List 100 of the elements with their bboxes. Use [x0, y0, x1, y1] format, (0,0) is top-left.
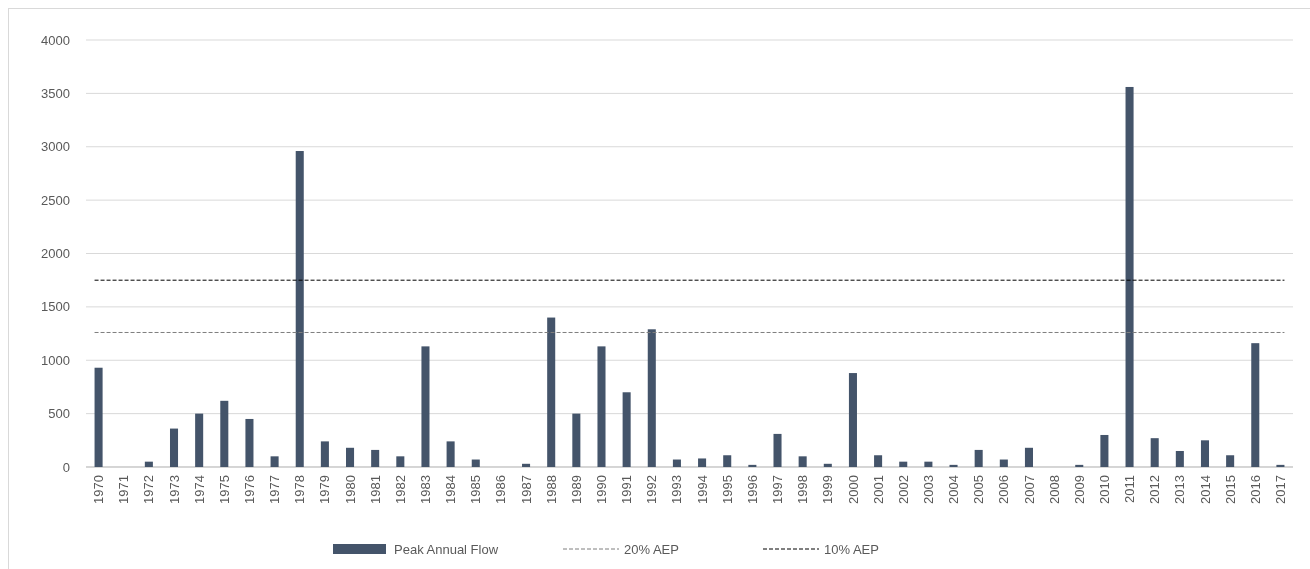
bar	[874, 455, 883, 467]
bar	[798, 456, 807, 467]
bar	[1075, 464, 1084, 467]
bar	[421, 346, 430, 467]
bar	[346, 447, 355, 467]
x-tick-label: 1992	[644, 475, 660, 504]
bar	[848, 373, 857, 467]
x-tick-label: 1991	[619, 475, 635, 504]
y-tick-label: 3000	[41, 139, 70, 155]
bar	[1024, 447, 1033, 467]
y-tick-label: 500	[48, 406, 70, 422]
x-tick-label: 2011	[1122, 475, 1138, 503]
x-tick-label: 2016	[1247, 475, 1263, 504]
bar	[723, 455, 732, 467]
x-tick-label: 1997	[770, 475, 786, 504]
y-tick-label: 0	[62, 459, 70, 475]
bar	[270, 456, 279, 467]
x-tick-label: 1970	[91, 475, 107, 504]
bar	[295, 151, 304, 467]
x-tick-label: 2004	[946, 475, 962, 504]
x-tick-label: 1977	[267, 475, 283, 504]
bar	[94, 367, 103, 467]
y-tick-label: 2500	[41, 192, 70, 208]
bar	[999, 459, 1008, 467]
bar	[195, 413, 204, 467]
x-tick-label: 1996	[744, 475, 760, 504]
bar	[320, 441, 329, 467]
x-tick-label: 2001	[870, 475, 886, 504]
bar	[371, 449, 380, 467]
bar	[748, 464, 757, 467]
x-tick-label: 2000	[845, 475, 861, 504]
x-tick-label: 2015	[1222, 475, 1238, 504]
y-tick-label: 1000	[41, 352, 70, 368]
bar	[169, 428, 179, 467]
x-tick-label: 2003	[920, 475, 936, 504]
bar	[572, 413, 581, 467]
bar	[1276, 464, 1285, 467]
x-tick-label: 1986	[493, 475, 509, 504]
bar	[471, 459, 480, 467]
x-tick-label: 2014	[1197, 475, 1213, 504]
x-tick-label: 2017	[1272, 475, 1288, 504]
x-tick-label: 1999	[820, 475, 836, 504]
x-tick-label: 1985	[468, 475, 484, 504]
x-tick-label: 1976	[242, 475, 257, 504]
bar	[1100, 434, 1109, 467]
y-tick-label: 2000	[41, 246, 70, 262]
bar	[949, 464, 958, 467]
x-tick-label: 2006	[996, 475, 1012, 504]
bar	[1125, 86, 1134, 467]
x-tick-label: 1994	[694, 475, 710, 504]
x-tick-label: 1987	[518, 475, 534, 504]
x-tick-label: 1974	[191, 475, 207, 504]
legend-label: 20% AEP	[624, 541, 679, 557]
bar	[1200, 440, 1210, 467]
y-tick-label: 1500	[41, 299, 70, 315]
x-tick-label: 2010	[1096, 475, 1112, 504]
bar	[1251, 343, 1260, 467]
x-tick-label: 1983	[418, 475, 434, 504]
bar	[622, 392, 631, 467]
bar	[396, 456, 405, 467]
bar	[597, 346, 606, 467]
y-tick-label: 3500	[41, 85, 70, 101]
bar	[144, 461, 153, 467]
x-tick-label: 2009	[1071, 475, 1087, 504]
bar	[446, 441, 455, 467]
bar	[1150, 438, 1159, 467]
bar	[773, 433, 782, 467]
x-tick-label: 1988	[543, 475, 559, 504]
x-tick-label: 1995	[719, 475, 735, 504]
bar	[547, 317, 556, 467]
x-tick-label: 2012	[1147, 475, 1163, 504]
x-tick-label: 1989	[568, 475, 584, 504]
x-tick-label: 1972	[141, 475, 157, 504]
x-tick-label: 1998	[795, 475, 811, 504]
y-tick-label: 4000	[41, 32, 70, 48]
bar	[647, 329, 656, 467]
bar	[672, 459, 681, 467]
x-tick-label: 2002	[895, 475, 911, 504]
bar	[924, 461, 933, 467]
bar	[1226, 455, 1235, 467]
x-tick-label: 2013	[1172, 475, 1188, 504]
x-tick-label: 1973	[166, 475, 182, 504]
x-tick-label: 1981	[367, 475, 383, 504]
bar	[1175, 450, 1184, 467]
x-tick-label: 1984	[443, 475, 459, 504]
x-tick-label: 2007	[1021, 475, 1037, 504]
x-tick-label: 1975	[216, 475, 232, 504]
x-tick-label: 1978	[292, 475, 308, 504]
x-tick-label: 1979	[317, 475, 333, 504]
x-tick-label: 1993	[669, 475, 685, 504]
x-tick-label: 1990	[594, 475, 610, 504]
legend-label: 10% AEP	[824, 541, 879, 557]
bar	[698, 458, 707, 467]
x-tick-label: 1971	[116, 475, 132, 504]
legend-label: Peak Annual Flow	[394, 541, 499, 557]
x-tick-label: 1980	[342, 475, 358, 504]
x-tick-label: 2005	[971, 475, 987, 504]
bar	[220, 400, 229, 467]
bar	[245, 418, 254, 467]
bar	[522, 463, 531, 467]
